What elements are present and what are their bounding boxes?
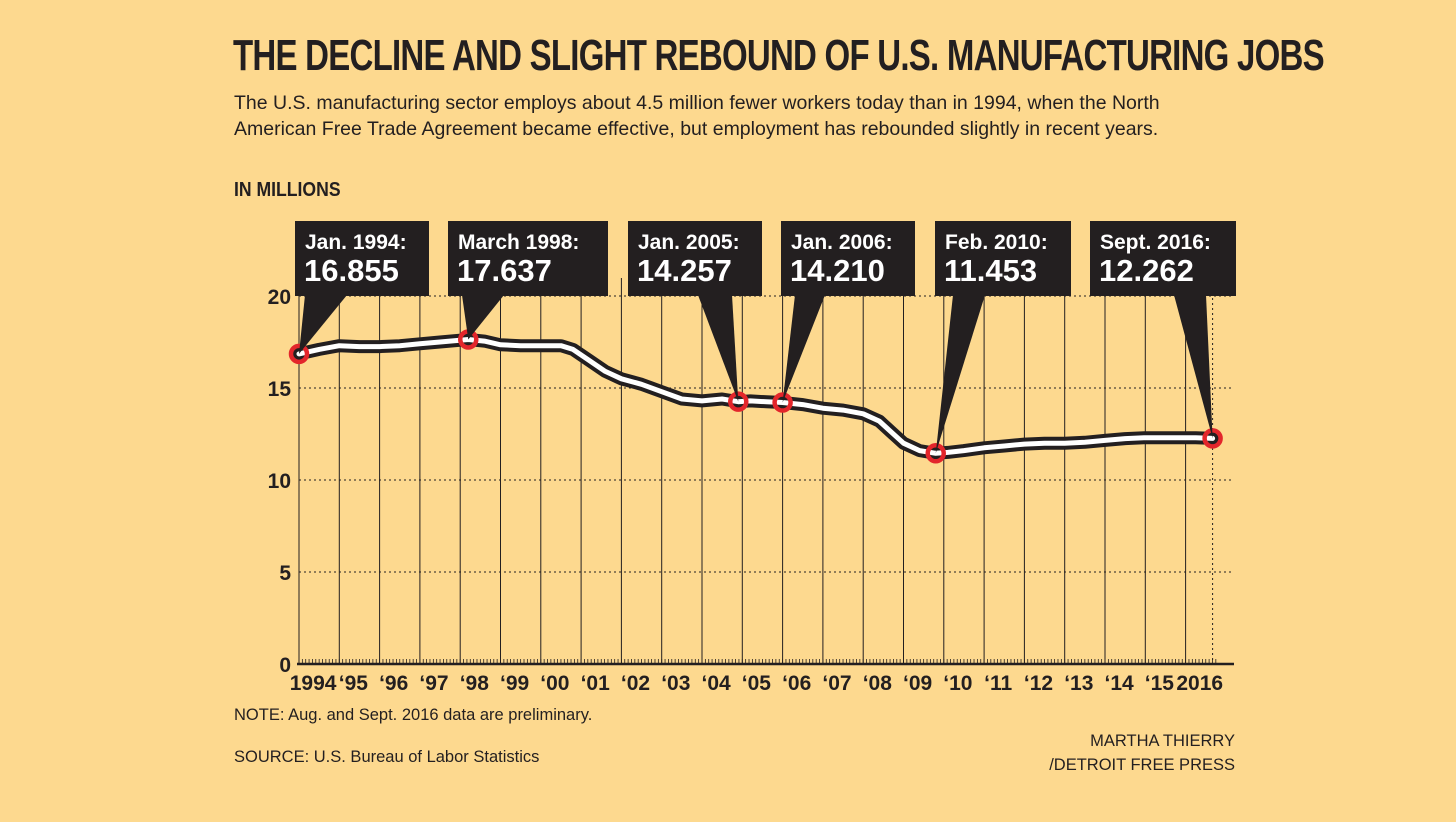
callout-date: Jan. 2006: xyxy=(791,231,893,254)
x-tick-label: ‘10 xyxy=(943,672,972,695)
callout-pointer xyxy=(462,295,504,340)
x-tick-label: ‘14 xyxy=(1105,672,1135,695)
x-tick-label: ‘15 xyxy=(1145,672,1175,695)
units-label: IN MILLIONS xyxy=(234,179,341,201)
callout-pointer xyxy=(698,295,739,402)
highlight-point xyxy=(728,391,749,412)
callout-date: Feb. 2010: xyxy=(945,231,1048,254)
callout-value: 11.453 xyxy=(944,253,1037,288)
chart-credit: MARTHA THIERRY /DETROIT FREE PRESS xyxy=(1049,729,1235,777)
x-tick-label: ‘11 xyxy=(984,672,1012,695)
chart-subtitle: The U.S. manufacturing sector employs ab… xyxy=(234,92,1160,140)
chart-markers xyxy=(288,329,1223,464)
callout-pointer xyxy=(935,295,985,454)
callout-box xyxy=(628,221,762,296)
callout-box xyxy=(1090,221,1236,296)
x-tick-label: ‘02 xyxy=(621,672,650,695)
callout-box xyxy=(781,221,915,296)
x-tick-label: ‘05 xyxy=(742,672,772,695)
callout-pointer xyxy=(782,295,825,403)
x-tick-label: ‘08 xyxy=(863,672,893,695)
x-tick-label: ‘07 xyxy=(822,672,851,695)
x-tick-label: ‘09 xyxy=(903,672,932,695)
x-tick-label: ‘04 xyxy=(702,672,732,695)
callout-date: March 1998: xyxy=(458,231,579,254)
x-tick-label: ‘98 xyxy=(460,672,490,695)
chart-note: NOTE: Aug. and Sept. 2016 data are preli… xyxy=(234,706,593,724)
x-tick-label: ‘00 xyxy=(540,672,569,695)
credit-author: MARTHA THIERRY xyxy=(1090,732,1235,750)
chart-line-layer xyxy=(292,333,1220,460)
callout-date: Jan. 2005: xyxy=(638,231,740,254)
callout-value: 14.257 xyxy=(637,253,732,288)
x-tick-label: ‘13 xyxy=(1064,672,1093,695)
series-line xyxy=(296,337,1216,456)
callout-value: 12.262 xyxy=(1099,253,1194,288)
x-tick-label: ‘97 xyxy=(419,672,448,695)
callout-date: Jan. 1994: xyxy=(305,231,407,254)
callout-pointer xyxy=(1174,295,1213,439)
y-tick-label: 20 xyxy=(268,286,291,309)
x-tick-label: ‘99 xyxy=(500,672,529,695)
x-tick-label: ‘03 xyxy=(661,672,690,695)
chart-callouts: Jan. 1994:16.855 March 1998:17.637 Jan. 20… xyxy=(295,221,1236,454)
x-tick-label: ‘95 xyxy=(339,672,369,695)
callout-date: Sept. 2016: xyxy=(1100,231,1211,254)
series-line-outline xyxy=(292,333,1220,460)
callout-pointer xyxy=(299,295,347,354)
x-tick-label: ‘06 xyxy=(782,672,811,695)
y-tick-label: 10 xyxy=(268,470,291,493)
chart-source: SOURCE: U.S. Bureau of Labor Statistics xyxy=(234,748,540,766)
highlight-point xyxy=(925,443,946,464)
y-tick-label: 15 xyxy=(268,378,292,401)
highlight-point xyxy=(772,392,793,413)
callout-value: 17.637 xyxy=(457,253,552,288)
credit-publication: /DETROIT FREE PRESS xyxy=(1049,756,1235,774)
x-tick-label: ‘01 xyxy=(581,672,611,695)
callout-box xyxy=(448,221,608,296)
x-tick-label: 2016 xyxy=(1176,672,1223,695)
y-tick-label: 5 xyxy=(279,562,291,585)
callout-box xyxy=(935,221,1071,296)
x-tick-label: ‘12 xyxy=(1024,672,1053,695)
y-tick-label: 0 xyxy=(279,654,291,677)
x-tick-label: ‘96 xyxy=(379,672,408,695)
x-tick-label: 1994 xyxy=(290,672,337,695)
callout-box xyxy=(295,221,429,296)
callout-value: 16.855 xyxy=(304,253,399,288)
callout-value: 14.210 xyxy=(790,253,885,288)
highlight-point xyxy=(1202,428,1223,449)
highlight-point xyxy=(288,343,310,365)
chart-axes: 0 5 10 15 20 1994 ‘95 ‘96 ‘97 ‘98 ‘99 ‘00 ‘01 ‘02 ‘03 ‘… xyxy=(268,286,1234,695)
